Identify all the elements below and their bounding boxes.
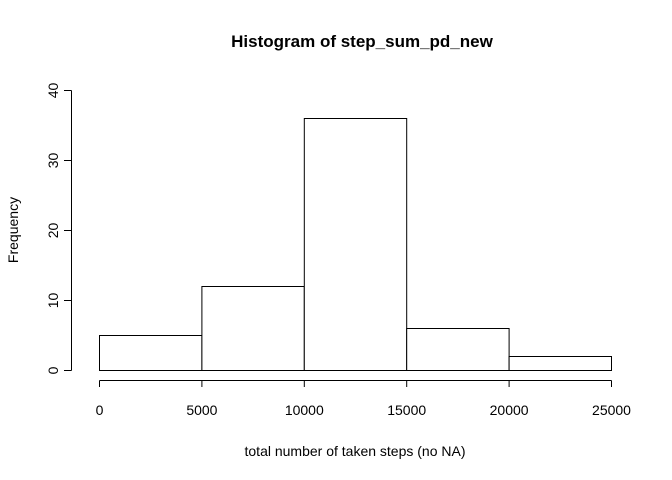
y-tick-label-2: 20 xyxy=(45,223,61,239)
chart-title: Histogram of step_sum_pd_new xyxy=(231,32,493,51)
y-tick-label-1: 10 xyxy=(45,293,61,309)
x-axis-label: total number of taken steps (no NA) xyxy=(245,443,466,459)
y-tick-label-4: 40 xyxy=(45,83,61,99)
x-tick-label-0: 0 xyxy=(96,402,104,418)
histogram-bar-2 xyxy=(303,118,408,371)
x-tick-label-4: 20000 xyxy=(490,402,529,418)
histogram-bar-1 xyxy=(201,286,305,371)
histogram-bar-4 xyxy=(508,356,613,371)
x-axis: 0 5000 10000 15000 20000 25000 xyxy=(96,380,631,418)
bars-group xyxy=(99,118,613,371)
y-axis: 0 10 20 30 40 xyxy=(45,83,72,374)
x-tick-label-3: 15000 xyxy=(387,402,426,418)
y-axis-label: Frequency xyxy=(5,197,21,263)
histogram-bar-3 xyxy=(406,328,510,371)
x-tick-label-2: 10000 xyxy=(285,402,324,418)
x-tick-label-1: 5000 xyxy=(186,402,217,418)
y-tick-label-3: 30 xyxy=(45,153,61,169)
x-tick-label-5: 25000 xyxy=(592,402,631,418)
histogram-bar-0 xyxy=(99,335,203,371)
y-tick-label-0: 0 xyxy=(45,366,61,374)
